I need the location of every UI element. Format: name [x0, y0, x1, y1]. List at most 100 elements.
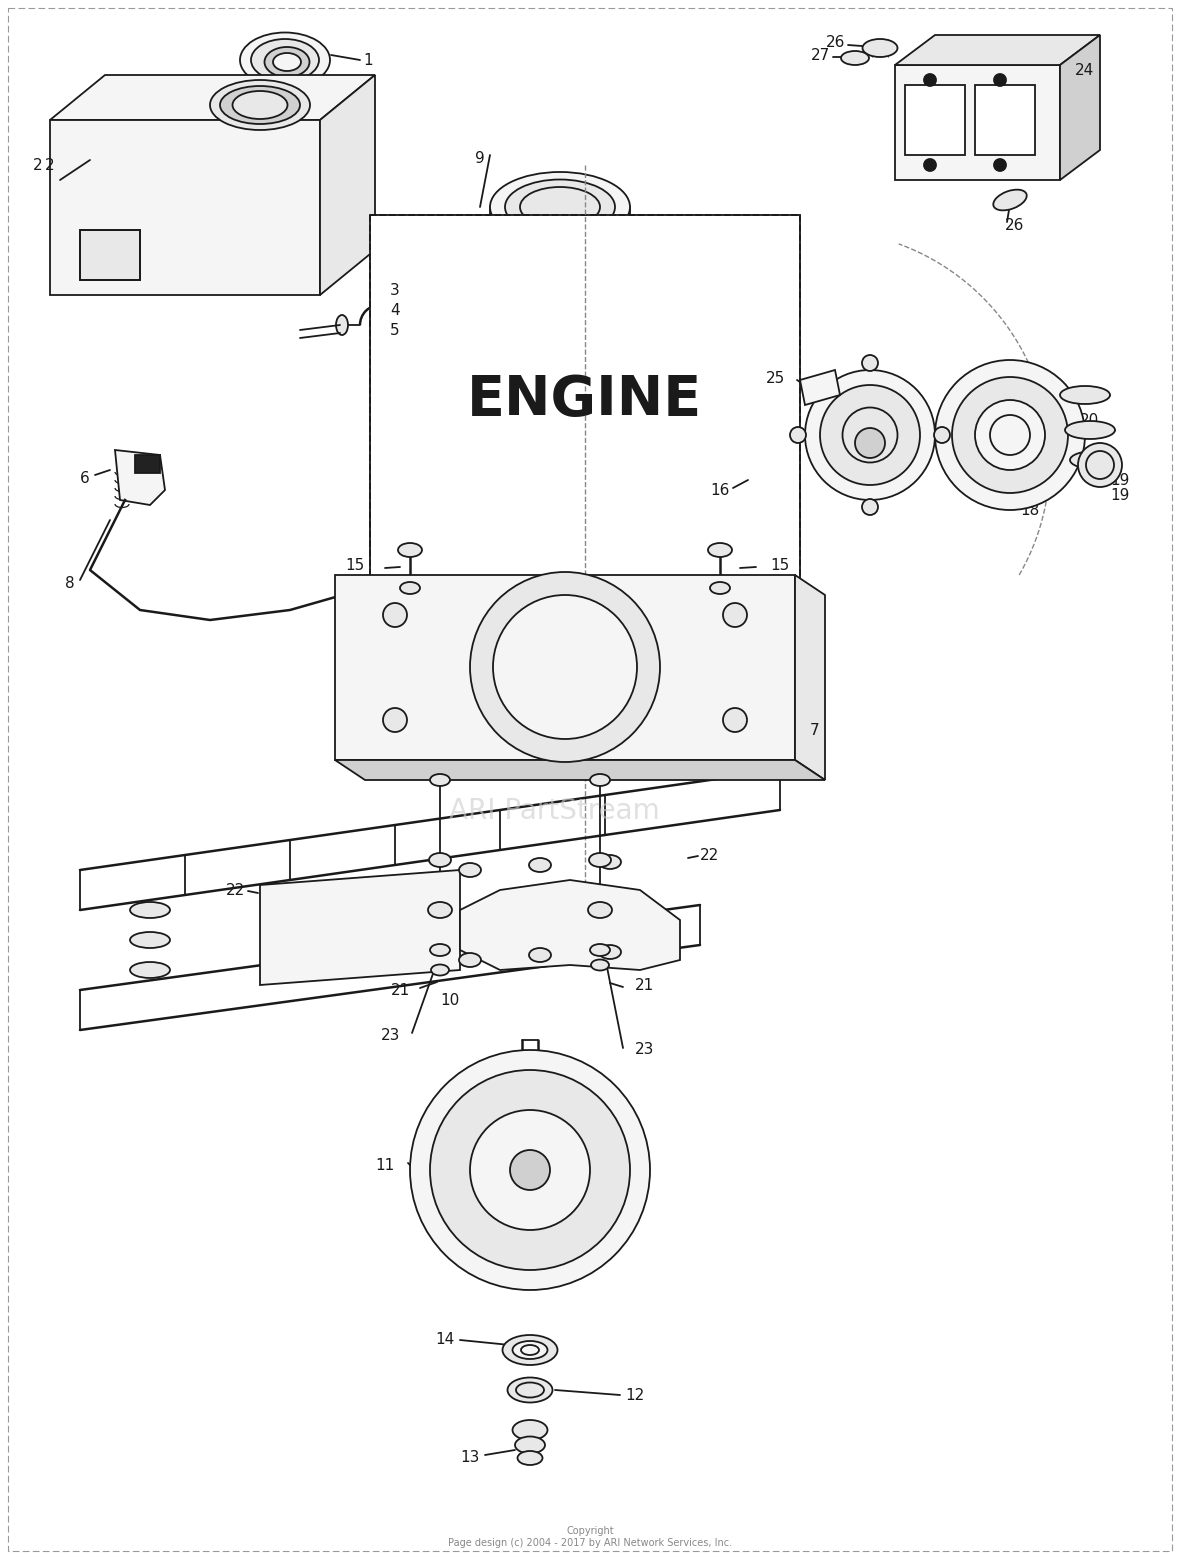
Ellipse shape: [240, 33, 330, 87]
Text: 25: 25: [766, 371, 785, 385]
Text: 20: 20: [1080, 413, 1100, 427]
Polygon shape: [320, 75, 375, 295]
Ellipse shape: [232, 90, 288, 118]
Polygon shape: [50, 120, 320, 295]
Ellipse shape: [459, 953, 481, 967]
Ellipse shape: [507, 1378, 552, 1403]
Circle shape: [1079, 443, 1122, 486]
Ellipse shape: [505, 179, 615, 234]
Ellipse shape: [130, 932, 170, 948]
Circle shape: [493, 596, 637, 739]
Bar: [135, 455, 160, 472]
Ellipse shape: [430, 945, 450, 956]
Text: 13: 13: [460, 1450, 480, 1465]
Text: 18: 18: [1020, 502, 1040, 518]
Ellipse shape: [219, 86, 300, 125]
Circle shape: [994, 159, 1007, 171]
Text: 21: 21: [391, 982, 409, 998]
Text: 10: 10: [440, 993, 459, 1007]
Circle shape: [510, 1151, 550, 1190]
Ellipse shape: [590, 945, 610, 956]
Ellipse shape: [994, 190, 1027, 210]
Ellipse shape: [400, 582, 420, 594]
Text: 26: 26: [826, 34, 845, 50]
Ellipse shape: [490, 171, 630, 242]
Text: 27: 27: [811, 47, 830, 62]
Ellipse shape: [512, 1341, 548, 1359]
Ellipse shape: [428, 903, 452, 918]
Circle shape: [470, 572, 660, 762]
Circle shape: [935, 427, 950, 443]
Text: 12: 12: [625, 1388, 644, 1403]
Ellipse shape: [1060, 387, 1110, 404]
Ellipse shape: [130, 962, 170, 977]
Ellipse shape: [512, 1420, 548, 1441]
Text: 9: 9: [476, 151, 485, 165]
Ellipse shape: [841, 51, 868, 65]
Ellipse shape: [503, 1335, 557, 1366]
Ellipse shape: [529, 948, 551, 962]
Ellipse shape: [529, 857, 551, 871]
Text: 23: 23: [635, 1043, 655, 1057]
Ellipse shape: [514, 1436, 545, 1453]
Ellipse shape: [371, 298, 391, 309]
Ellipse shape: [588, 903, 612, 918]
Circle shape: [723, 708, 747, 733]
Ellipse shape: [459, 864, 481, 878]
Bar: [975, 86, 1035, 154]
Text: 3: 3: [391, 282, 400, 298]
Polygon shape: [335, 759, 825, 780]
Ellipse shape: [518, 1451, 543, 1465]
Text: 8: 8: [65, 575, 76, 591]
Circle shape: [952, 377, 1068, 493]
Circle shape: [994, 73, 1007, 86]
Polygon shape: [894, 65, 1060, 179]
Ellipse shape: [490, 204, 630, 274]
Text: 15: 15: [771, 558, 789, 572]
Text: 1: 1: [363, 53, 373, 67]
Polygon shape: [460, 879, 680, 970]
Ellipse shape: [430, 853, 451, 867]
Text: 15: 15: [346, 558, 365, 572]
Text: 24: 24: [1075, 62, 1094, 78]
Ellipse shape: [805, 369, 935, 500]
Circle shape: [975, 401, 1045, 469]
Text: 21: 21: [635, 977, 654, 993]
Polygon shape: [1060, 34, 1100, 179]
Polygon shape: [795, 575, 825, 780]
Text: 19: 19: [1110, 472, 1129, 488]
Ellipse shape: [590, 773, 610, 786]
Text: 19: 19: [1110, 488, 1129, 502]
Text: 2: 2: [32, 157, 42, 173]
Bar: [905, 86, 965, 154]
Ellipse shape: [264, 47, 309, 76]
Text: 2: 2: [45, 157, 55, 173]
Polygon shape: [894, 34, 1100, 65]
Ellipse shape: [589, 853, 611, 867]
Text: 22: 22: [225, 882, 245, 898]
Circle shape: [384, 603, 407, 627]
Polygon shape: [800, 369, 840, 405]
Ellipse shape: [1070, 451, 1120, 469]
Text: 7: 7: [809, 722, 820, 737]
Text: ENGINE: ENGINE: [467, 373, 702, 427]
Text: 14: 14: [435, 1333, 455, 1347]
Bar: [80, 231, 140, 281]
Ellipse shape: [210, 80, 310, 129]
Polygon shape: [260, 870, 460, 985]
Polygon shape: [50, 75, 375, 120]
Text: 22: 22: [700, 848, 720, 862]
Text: 23: 23: [381, 1027, 400, 1043]
Ellipse shape: [430, 773, 450, 786]
Ellipse shape: [398, 543, 422, 557]
Text: ARI PartStream: ARI PartStream: [450, 797, 660, 825]
Circle shape: [409, 1051, 650, 1289]
Ellipse shape: [251, 39, 319, 81]
Ellipse shape: [273, 53, 301, 72]
Text: 26: 26: [1005, 218, 1024, 232]
Bar: [371, 215, 800, 585]
Ellipse shape: [336, 315, 348, 335]
Circle shape: [384, 708, 407, 733]
Text: 5: 5: [391, 323, 400, 337]
Polygon shape: [335, 575, 795, 759]
